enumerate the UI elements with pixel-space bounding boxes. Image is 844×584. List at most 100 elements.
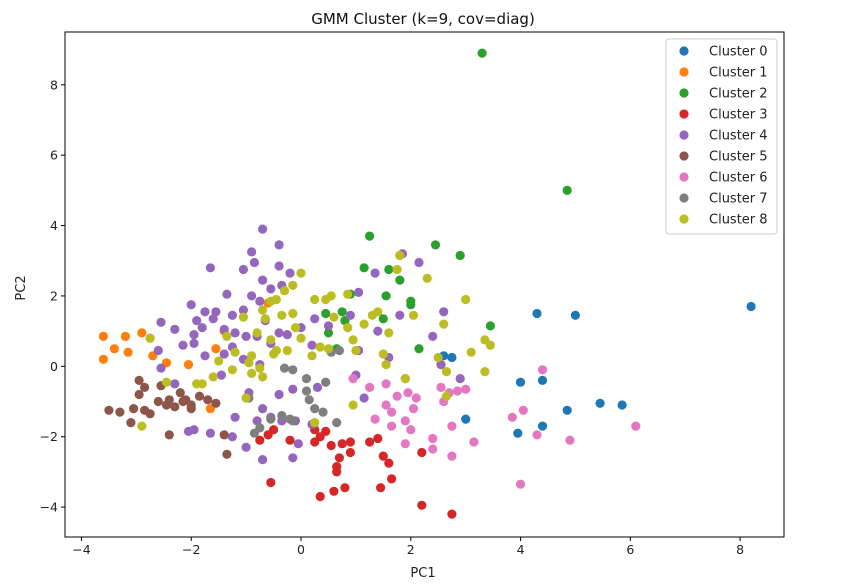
data-point bbox=[441, 391, 452, 401]
data-point bbox=[345, 447, 355, 458]
data-point bbox=[348, 335, 358, 345]
series-3 bbox=[255, 425, 457, 519]
series-1 bbox=[98, 298, 273, 414]
legend-label: Cluster 5 bbox=[709, 150, 768, 165]
data-point bbox=[461, 414, 471, 424]
x-tick-label: 8 bbox=[736, 542, 744, 557]
data-point bbox=[197, 323, 207, 333]
data-point bbox=[310, 437, 320, 447]
data-point bbox=[359, 319, 369, 329]
data-point bbox=[230, 328, 240, 338]
data-point bbox=[227, 365, 237, 375]
data-point bbox=[376, 483, 386, 493]
data-point bbox=[258, 305, 268, 315]
data-point bbox=[381, 360, 391, 370]
data-point bbox=[123, 347, 133, 357]
data-point bbox=[408, 310, 419, 320]
data-point bbox=[252, 328, 262, 338]
data-point bbox=[321, 377, 331, 387]
data-point bbox=[332, 467, 342, 477]
data-point bbox=[241, 393, 251, 403]
data-point bbox=[321, 308, 331, 319]
data-point bbox=[258, 455, 268, 465]
data-point bbox=[469, 437, 479, 447]
data-point bbox=[439, 319, 449, 329]
data-point bbox=[266, 477, 276, 488]
data-point bbox=[288, 416, 298, 426]
data-point bbox=[507, 412, 517, 422]
data-point bbox=[436, 360, 446, 370]
data-point bbox=[208, 314, 218, 324]
data-point bbox=[439, 307, 449, 317]
data-point bbox=[485, 321, 495, 331]
data-point bbox=[310, 294, 320, 305]
data-point bbox=[334, 345, 344, 356]
x-tick-label: −4 bbox=[72, 542, 90, 557]
data-point bbox=[247, 247, 257, 257]
legend-label: Cluster 1 bbox=[709, 66, 768, 81]
legend-label: Cluster 7 bbox=[709, 192, 768, 207]
y-tick-label: 6 bbox=[50, 148, 58, 163]
data-point bbox=[178, 396, 188, 407]
y-axis-label: PC2 bbox=[14, 275, 29, 300]
data-point bbox=[98, 331, 108, 341]
data-point bbox=[266, 414, 276, 424]
data-point bbox=[595, 398, 605, 408]
data-point bbox=[422, 273, 432, 283]
data-point bbox=[337, 307, 347, 317]
data-point bbox=[329, 486, 339, 496]
data-point bbox=[315, 342, 325, 352]
data-point bbox=[189, 330, 199, 340]
legend-marker bbox=[679, 214, 689, 224]
data-point bbox=[192, 316, 202, 326]
data-point bbox=[480, 367, 490, 377]
data-point bbox=[137, 421, 147, 431]
data-point bbox=[461, 384, 471, 394]
data-point bbox=[359, 263, 369, 273]
data-point bbox=[310, 404, 320, 414]
data-point bbox=[258, 275, 268, 285]
data-point bbox=[241, 442, 251, 452]
data-point bbox=[134, 389, 144, 400]
data-point bbox=[565, 435, 575, 445]
data-point bbox=[365, 231, 375, 241]
data-point bbox=[395, 250, 405, 261]
data-point bbox=[518, 405, 528, 415]
data-point bbox=[301, 374, 312, 384]
data-point bbox=[417, 447, 427, 458]
data-point bbox=[255, 363, 265, 373]
data-point bbox=[406, 300, 416, 310]
data-point bbox=[153, 345, 163, 356]
data-point bbox=[403, 388, 413, 398]
x-tick-label: 6 bbox=[626, 542, 634, 557]
chart-title: GMM Cluster (k=9, cov=diag) bbox=[311, 10, 535, 28]
x-tick-label: −2 bbox=[182, 542, 200, 557]
data-point bbox=[378, 349, 388, 359]
legend-marker bbox=[679, 193, 689, 203]
data-point bbox=[238, 264, 248, 275]
data-point bbox=[570, 310, 581, 320]
legend-entry: Cluster 4 bbox=[679, 129, 768, 144]
data-point bbox=[266, 335, 276, 345]
data-point bbox=[156, 317, 166, 327]
data-point bbox=[359, 393, 369, 403]
data-point bbox=[164, 430, 174, 440]
data-point bbox=[455, 374, 465, 384]
data-point bbox=[252, 416, 262, 426]
data-point bbox=[170, 324, 180, 334]
legend-label: Cluster 6 bbox=[709, 171, 768, 186]
data-point bbox=[515, 377, 526, 387]
data-point bbox=[365, 437, 375, 447]
data-point bbox=[183, 426, 194, 436]
data-point bbox=[277, 310, 287, 320]
data-point bbox=[189, 338, 199, 348]
data-point bbox=[417, 500, 427, 510]
data-point bbox=[296, 333, 306, 343]
data-point bbox=[282, 330, 292, 340]
data-point bbox=[208, 372, 218, 382]
data-point bbox=[447, 451, 457, 461]
data-point bbox=[384, 328, 394, 338]
y-tick-label: −2 bbox=[40, 429, 58, 444]
data-point bbox=[310, 418, 320, 428]
data-point bbox=[428, 433, 438, 444]
